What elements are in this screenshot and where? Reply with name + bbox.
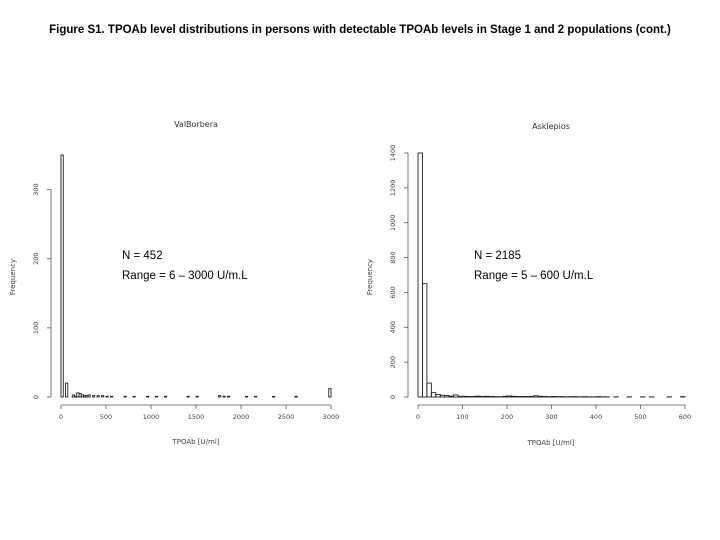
valborbera-bar [87, 394, 91, 398]
asklepios-y-tick-label: 1400 [389, 145, 397, 162]
asklepios-title: Asklepios [532, 122, 570, 131]
asklepios-bar [511, 395, 517, 398]
asklepios-bar [533, 395, 539, 398]
asklepios-bar [551, 396, 557, 398]
valborbera-bar [60, 154, 64, 398]
valborbera-x-tick-label: 2000 [233, 413, 250, 421]
figure-title: Figure S1. TPOAb level distributions in … [49, 24, 671, 36]
valborbera-title: ValBorbera [174, 120, 218, 129]
valborbera-bar [132, 395, 136, 398]
valborbera-bar [146, 395, 150, 398]
valborbera-bar [245, 395, 249, 398]
valborbera-x-tick-label: 0 [59, 413, 63, 421]
valborbera-bar [227, 395, 231, 398]
asklepios-y-axis-label: Frequency [366, 259, 374, 295]
asklepios-bar [426, 382, 432, 398]
valborbera-bar [195, 395, 199, 398]
asklepios-bar [422, 283, 428, 398]
valborbera-x-tick-label: 3000 [323, 413, 340, 421]
asklepios-x-tick-label: 500 [634, 413, 646, 421]
asklepios-bar [488, 396, 495, 398]
asklepios-x-tick-label: 300 [545, 413, 557, 421]
asklepios-x-tick-label: 200 [501, 413, 513, 421]
valborbera-x-tick-label: 1000 [143, 413, 160, 421]
valborbera-y-tick-label: 100 [32, 322, 40, 334]
asklepios-bar [502, 395, 508, 398]
asklepios-x-axis-label: TPOAb [U/ml] [526, 439, 574, 447]
valborbera-histogram: ValBorbera TPOAb [U/ml] Frequency 0 500 10… [9, 120, 339, 446]
asklepios-y-tick-label: 1200 [389, 180, 397, 197]
asklepios-x-tick-label: 400 [590, 413, 602, 421]
asklepios-n-annotation: N = 2185 [474, 250, 521, 262]
asklepios-bar [453, 394, 459, 398]
valborbera-bar [65, 382, 69, 398]
valborbera-x-tick-label: 500 [100, 413, 112, 421]
valborbera-bar [294, 395, 298, 398]
asklepios-bar [462, 395, 468, 398]
valborbera-bar [110, 395, 114, 398]
valborbera-n-annotation: N = 452 [122, 250, 163, 262]
valborbera-bar [254, 395, 258, 398]
asklepios-bar [475, 395, 481, 398]
valborbera-bar [155, 395, 159, 398]
asklepios-bar [448, 395, 455, 398]
valborbera-range-annotation: Range = 6 – 3000 U/m.L [122, 270, 248, 282]
asklepios-bar [506, 395, 512, 398]
valborbera-y-tick-label: 200 [32, 253, 40, 265]
asklepios-bar [537, 395, 544, 398]
valborbera-x-axis-label: TPOAb [U/ml] [171, 438, 219, 446]
asklepios-bar [470, 396, 477, 398]
asklepios-range-annotation: Range = 5 – 600 U/m.L [474, 270, 594, 282]
valborbera-bar [186, 395, 190, 398]
valborbera-bar [328, 388, 332, 398]
asklepios-bar [430, 392, 437, 398]
valborbera-bar [222, 395, 226, 398]
asklepios-bar [444, 395, 450, 398]
asklepios-bar [457, 395, 463, 398]
valborbera-bar [123, 395, 127, 398]
asklepios-bar [435, 393, 441, 398]
asklepios-bar [439, 394, 446, 398]
valborbera-bar [105, 395, 109, 398]
asklepios-bar [466, 396, 472, 398]
asklepios-y-tick-label: 600 [389, 286, 397, 298]
valborbera-y-tick-label: 300 [32, 183, 40, 195]
asklepios-y-tick-label: 1000 [389, 214, 397, 231]
valborbera-bar [96, 395, 100, 398]
valborbera-bar [164, 395, 168, 398]
asklepios-y-tick-label: 400 [389, 321, 397, 333]
asklepios-bar [479, 396, 486, 398]
valborbera-x-tick-label: 1500 [188, 413, 205, 421]
valborbera-bar [272, 395, 276, 398]
valborbera-x-tick-label: 2500 [278, 413, 295, 421]
asklepios-bar [515, 396, 521, 398]
asklepios-x-tick-label: 100 [456, 413, 468, 421]
asklepios-y-tick-label: 800 [389, 251, 397, 263]
asklepios-bar [524, 396, 530, 398]
asklepios-x-tick-label: 600 [679, 413, 691, 421]
asklepios-y-tick-label: 0 [389, 395, 397, 399]
asklepios-x-tick-label: 0 [416, 413, 420, 421]
asklepios-bar [484, 395, 490, 398]
valborbera-bar [92, 395, 96, 398]
valborbera-y-axis-label: Frequency [9, 259, 17, 295]
valborbera-y-tick-label: 0 [32, 395, 40, 399]
asklepios-histogram: Asklepios TPOAb [U/ml] Frequency 0 100 200… [366, 122, 691, 447]
valborbera-bar [101, 395, 105, 398]
valborbera-bar [218, 395, 222, 398]
asklepios-bar [542, 396, 548, 398]
asklepios-bar [519, 396, 526, 398]
asklepios-bar [528, 396, 535, 398]
asklepios-bar [417, 152, 423, 398]
asklepios-y-tick-label: 200 [389, 356, 397, 368]
